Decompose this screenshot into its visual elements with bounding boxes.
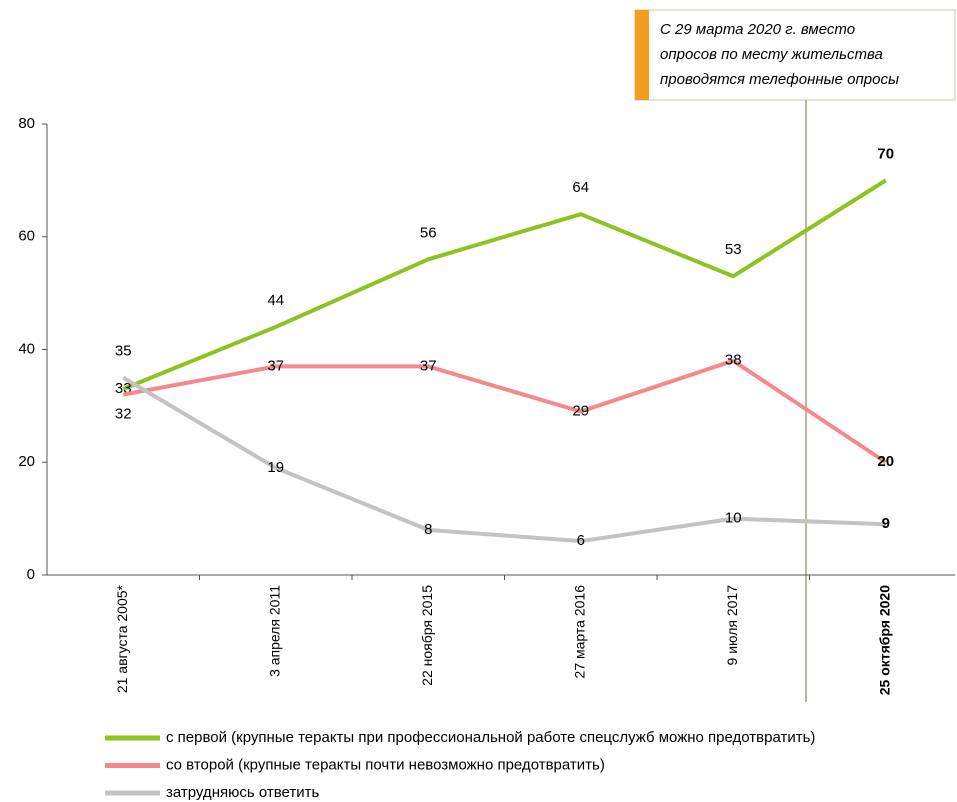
data-label: 10 [725,510,742,527]
x-tick-label: 21 августа 2005* [114,584,130,693]
data-label: 19 [267,459,284,476]
x-tick-label: 22 ноября 2015 [419,585,435,686]
x-tick-label: 25 октября 2020 [876,585,892,695]
data-label: 8 [424,521,432,538]
data-label: 37 [267,357,284,374]
data-label: 38 [725,352,742,369]
y-tick-label: 60 [18,228,35,245]
data-label: 56 [420,224,437,241]
annotation-text: опросов по месту жительства [660,46,883,63]
y-tick-label: 40 [18,340,35,357]
y-tick-label: 80 [18,115,35,132]
data-label: 20 [877,453,894,470]
x-tick-label: 3 апреля 2011 [266,585,282,677]
data-label: 64 [572,179,589,196]
y-tick-label: 0 [27,566,35,583]
data-label: 32 [115,406,132,423]
legend-label: со второй (крупные теракты почти невозмо… [166,756,605,773]
data-label: 9 [882,515,890,532]
data-label: 37 [420,357,437,374]
series-line [122,375,886,544]
data-label: 53 [725,241,742,258]
data-label: 70 [877,145,894,162]
y-tick-label: 20 [18,453,35,470]
x-tick-label: 9 июля 2017 [724,585,740,666]
legend-label: затрудняюсь ответить [166,784,319,801]
series-line [122,358,887,464]
data-label: 35 [115,343,132,360]
data-label: 44 [267,292,284,309]
legend-label: с первой (крупные теракты при профессион… [166,729,815,746]
data-label: 6 [577,532,585,549]
annotation-box [634,9,956,101]
annotation-accent [635,10,649,100]
annotation-text: С 29 марта 2020 г. вместо [660,21,855,38]
x-tick-label: 27 марта 2016 [571,585,587,679]
data-label: 29 [572,402,589,419]
series-line [122,178,887,391]
annotation-text: проводятся телефонные опросы [660,71,899,88]
